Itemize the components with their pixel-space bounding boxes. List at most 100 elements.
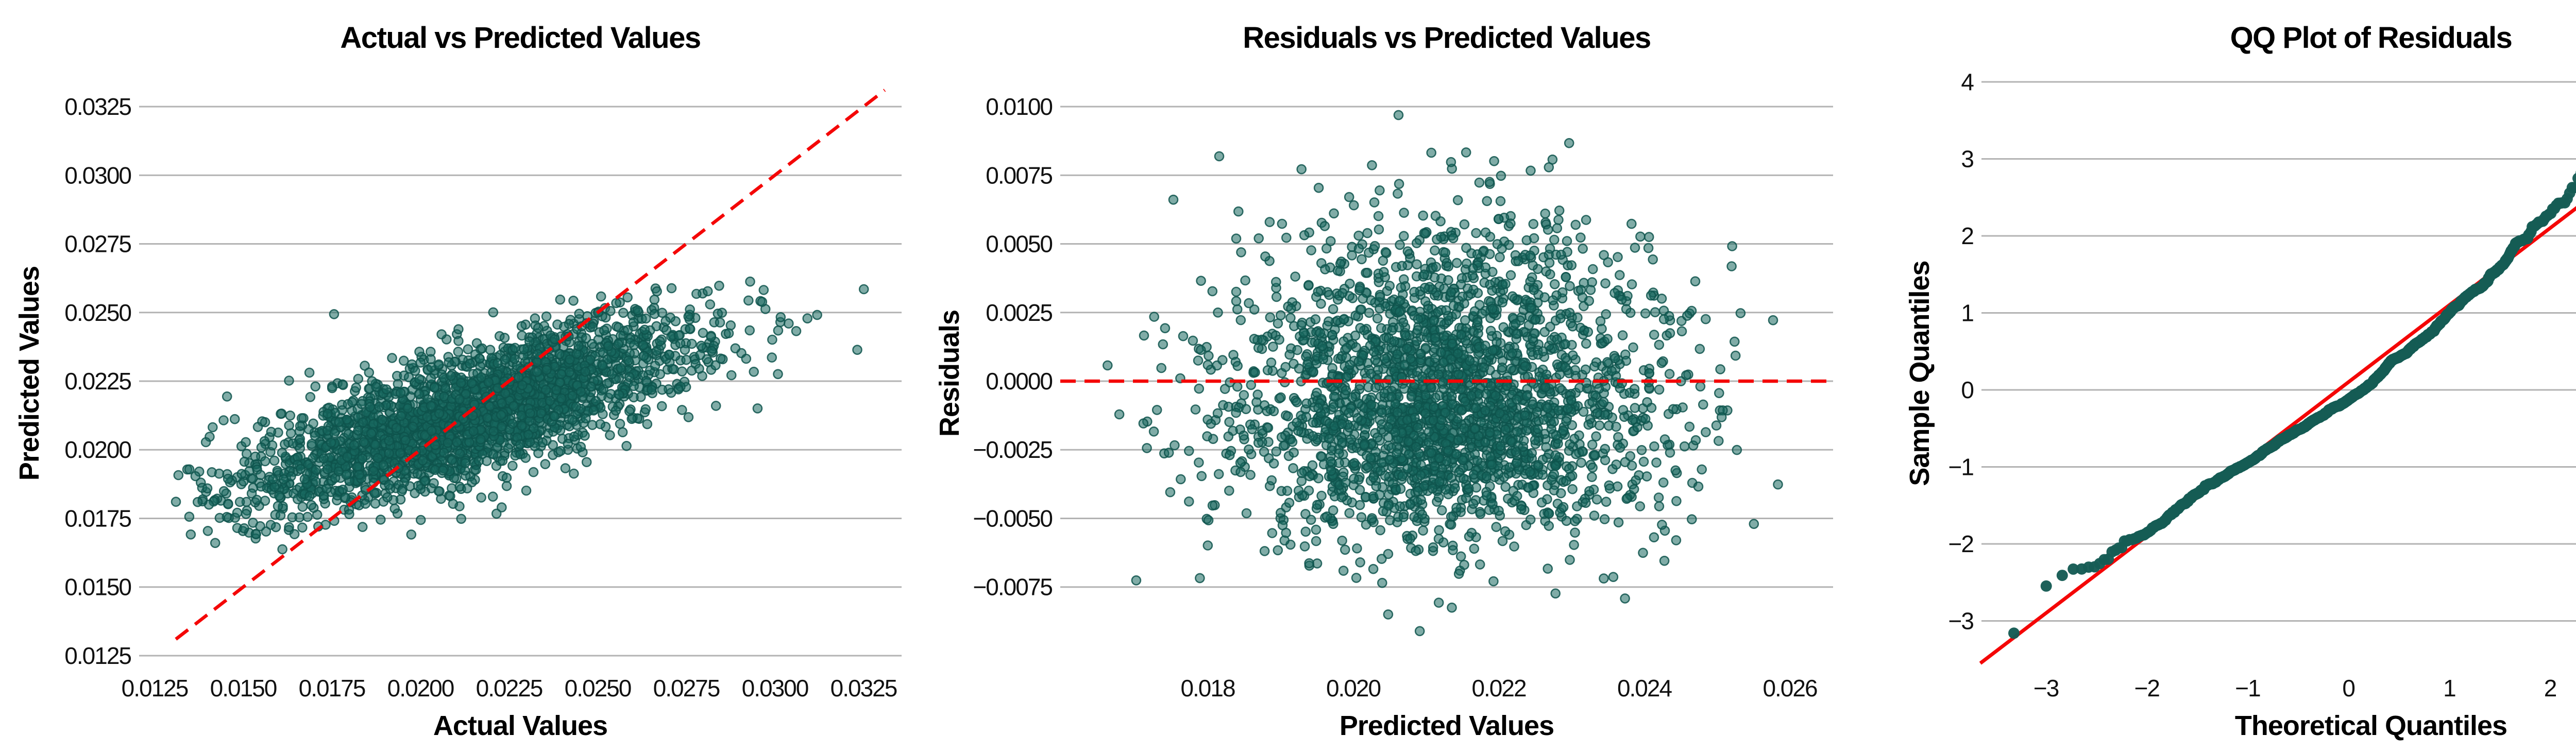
- data-point: [1495, 252, 1505, 263]
- data-point: [1320, 264, 1330, 275]
- data-point: [1362, 228, 1372, 238]
- data-point: [437, 465, 448, 476]
- data-point: [1701, 427, 1711, 437]
- data-point: [1538, 415, 1549, 425]
- data-point: [1578, 243, 1588, 254]
- data-point: [277, 544, 287, 555]
- data-point: [444, 357, 454, 368]
- data-point: [1281, 527, 1292, 538]
- data-point: [1711, 420, 1722, 431]
- data-point: [1202, 431, 1212, 441]
- data-point: [621, 440, 632, 451]
- data-point: [710, 401, 721, 411]
- data-point: [398, 355, 409, 366]
- data-point: [569, 468, 579, 479]
- data-point: [524, 336, 535, 347]
- data-point: [587, 321, 598, 332]
- y-tick-label: 0.0125: [64, 642, 131, 669]
- data-point: [1376, 554, 1387, 564]
- data-point: [1313, 473, 1324, 484]
- data-point: [1311, 524, 1321, 535]
- data-point: [1679, 441, 1690, 452]
- data-point: [545, 396, 555, 406]
- data-point: [1549, 469, 1560, 480]
- data-point: [555, 294, 566, 305]
- data-point: [1629, 384, 1640, 395]
- data-point: [344, 509, 354, 520]
- y-tick-label: 0.0175: [64, 505, 131, 532]
- data-point: [507, 418, 518, 429]
- x-axis-label: Actual Values: [433, 710, 608, 741]
- data-point: [1156, 363, 1167, 373]
- data-point: [1493, 469, 1503, 479]
- data-point: [1170, 440, 1180, 451]
- data-point: [366, 428, 377, 439]
- data-point: [488, 426, 499, 437]
- data-point: [351, 382, 361, 393]
- data-point: [1351, 342, 1361, 353]
- data-point: [617, 427, 628, 438]
- data-point: [1281, 232, 1292, 243]
- data-point: [1371, 481, 1382, 491]
- data-point: [1636, 445, 1647, 455]
- data-point: [306, 500, 317, 510]
- data-point: [1290, 271, 1300, 282]
- plot-area-actual-vs-predicted: 0.01250.01500.01750.02000.02250.02500.02…: [64, 89, 902, 702]
- data-point: [812, 310, 822, 320]
- data-point: [1577, 292, 1588, 303]
- data-point: [1495, 196, 1506, 207]
- data-point: [1325, 236, 1336, 247]
- data-point: [1698, 399, 1708, 410]
- data-point: [1773, 479, 1783, 490]
- y-tick-label: 0.0225: [64, 368, 131, 395]
- data-point: [1587, 397, 1598, 407]
- data-point: [1139, 330, 1149, 341]
- data-point: [1472, 249, 1483, 260]
- y-tick-label: 0.0325: [64, 93, 131, 120]
- data-point: [1659, 556, 1670, 566]
- data-point: [1694, 344, 1705, 354]
- data-point: [1337, 535, 1347, 546]
- data-point: [192, 497, 203, 507]
- data-point: [1484, 177, 1495, 187]
- data-point: [1303, 280, 1314, 290]
- data-point: [1500, 482, 1511, 492]
- data-point: [523, 430, 534, 440]
- data-point: [683, 412, 694, 422]
- data-point: [1526, 165, 1536, 176]
- data-point: [1308, 366, 1318, 377]
- data-point: [713, 309, 723, 319]
- data-point: [1648, 254, 1658, 265]
- data-point: [1448, 233, 1459, 244]
- data-point: [214, 512, 225, 523]
- data-point: [289, 529, 300, 539]
- data-point: [1416, 494, 1426, 505]
- data-point: [681, 354, 691, 365]
- data-point: [1561, 475, 1571, 486]
- data-point: [1280, 362, 1291, 372]
- data-point: [500, 388, 511, 399]
- data-point: [1306, 515, 1316, 525]
- data-point: [555, 446, 566, 456]
- data-point: [1620, 593, 1630, 604]
- data-point: [1485, 326, 1496, 336]
- data-point: [640, 313, 651, 324]
- data-point: [560, 463, 571, 473]
- data-point: [1362, 267, 1372, 278]
- data-point: [614, 389, 624, 400]
- data-point: [310, 431, 320, 441]
- data-point: [569, 431, 580, 442]
- data-point: [430, 440, 440, 450]
- data-point: [540, 459, 551, 469]
- data-point: [1500, 424, 1511, 435]
- data-point: [269, 455, 280, 466]
- data-point: [1380, 247, 1391, 258]
- data-point: [297, 522, 308, 533]
- data-point: [395, 448, 405, 458]
- y-tick-label: 0.0300: [64, 162, 131, 189]
- data-point: [1592, 407, 1603, 418]
- data-point: [1436, 505, 1447, 516]
- data-point: [370, 498, 381, 509]
- data-point: [641, 375, 652, 386]
- data-point: [1244, 444, 1254, 455]
